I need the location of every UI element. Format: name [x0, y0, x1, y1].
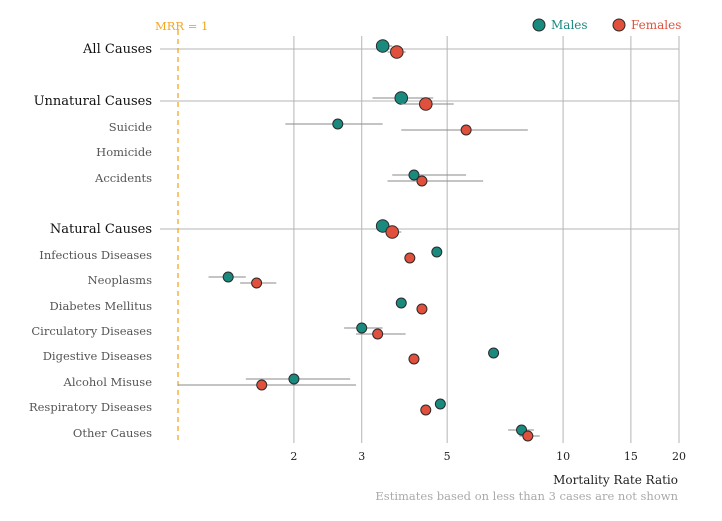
males-point — [395, 297, 407, 309]
legend-swatch-males — [532, 18, 546, 32]
category-label: All Causes — [82, 42, 152, 57]
females-point — [408, 353, 420, 365]
category-label: Accidents — [94, 171, 152, 185]
females-point — [372, 328, 384, 340]
females-point — [460, 124, 472, 136]
reference-line-group: MRR = 1 — [155, 19, 208, 443]
males-point — [408, 169, 420, 181]
grid-layer: 2 3 5 10 15 20 — [160, 36, 686, 463]
category-label: Homicide — [96, 145, 152, 159]
category-label: Unnatural Causes — [34, 94, 152, 109]
males-point — [375, 39, 390, 53]
females-point — [418, 97, 433, 111]
x-tick-label: 3 — [358, 450, 365, 463]
females-point — [385, 225, 400, 239]
males-point — [394, 91, 409, 105]
x-tick-label: 2 — [290, 450, 297, 463]
females-point — [404, 252, 416, 264]
category-label: Respiratory Diseases — [29, 400, 152, 414]
females-point — [416, 303, 428, 315]
category-label: Suicide — [109, 120, 152, 134]
x-tick-label: 20 — [672, 450, 686, 463]
males-point — [488, 347, 500, 359]
reference-line-label: MRR = 1 — [155, 19, 208, 33]
males-point — [332, 118, 344, 130]
x-tick-label: 5 — [444, 450, 451, 463]
category-label: Infectious Diseases — [39, 248, 152, 262]
category-label: Neoplasms — [88, 273, 152, 287]
females-point — [251, 277, 263, 289]
males-point — [375, 219, 390, 233]
category-label: Diabetes Mellitus — [50, 299, 153, 313]
category-label: Digestive Diseases — [43, 349, 152, 363]
category-label: Alcohol Misuse — [63, 375, 153, 389]
females-point — [522, 430, 534, 442]
males-point — [288, 373, 300, 385]
legend-label-males: Males — [551, 18, 588, 32]
legend: Males Females — [532, 18, 681, 32]
category-labels: All Causes Unnatural Causes Suicide Homicid… — [29, 42, 152, 440]
females-point — [390, 45, 404, 59]
x-tick-label: 15 — [624, 450, 638, 463]
legend-label-females: Females — [631, 18, 681, 32]
females-point — [420, 404, 432, 416]
data-marks — [178, 39, 540, 442]
females-point — [256, 379, 268, 391]
category-label: Natural Causes — [50, 222, 152, 237]
males-point — [356, 322, 368, 334]
males-point — [222, 271, 234, 283]
footnote: Estimates based on less than 3 cases are… — [375, 489, 678, 503]
females-point — [416, 175, 428, 187]
legend-swatch-females — [612, 18, 626, 32]
category-label: Circulatory Diseases — [31, 324, 152, 338]
males-point — [431, 246, 443, 258]
category-label: Other Causes — [73, 426, 152, 440]
x-tick-label: 10 — [556, 450, 570, 463]
x-axis-title: Mortality Rate Ratio — [553, 473, 678, 487]
males-point — [434, 398, 446, 410]
